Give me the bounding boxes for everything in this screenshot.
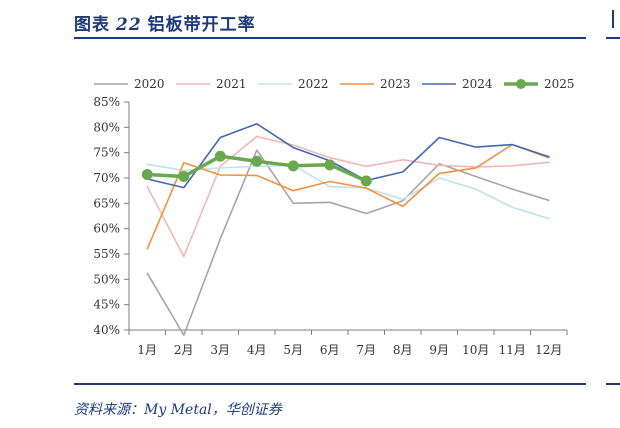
x-tick-label: 2月 (174, 343, 194, 357)
series-layer (141, 123, 550, 336)
x-tick-label: 4月 (247, 343, 267, 357)
x-tick-label: 1月 (137, 343, 157, 357)
data-point-2025 (360, 175, 372, 187)
y-tick-label: 85% (93, 95, 120, 109)
x-tick-label: 10月 (462, 343, 489, 357)
data-point-2025 (251, 155, 263, 167)
legend-item-2020: 2020 (94, 77, 165, 91)
data-point-2025 (324, 159, 336, 171)
figure-number: 22 (116, 15, 142, 35)
x-tick-label: 6月 (320, 343, 340, 357)
y-tick-label: 75% (93, 146, 120, 160)
series-line-2020 (146, 149, 550, 336)
data-point-2025 (214, 150, 226, 162)
data-point-2025 (287, 160, 299, 172)
figure-header: 图表 22 铝板带开工率 (74, 6, 586, 36)
x-tick-label: 7月 (356, 343, 376, 357)
series-line-2023 (146, 143, 550, 250)
legend-label: 2023 (380, 77, 411, 91)
x-tick-label: 8月 (393, 343, 413, 357)
legend-label: 2024 (462, 77, 493, 91)
data-point-2025 (178, 170, 190, 182)
y-tick-label: 40% (93, 323, 120, 337)
y-tick-label: 45% (93, 298, 120, 312)
next-figure-rule-top (606, 37, 620, 39)
figure-label: 图表 (74, 15, 110, 35)
x-tick-label: 9月 (429, 343, 449, 357)
series-2020 (146, 149, 550, 336)
y-tick-label: 50% (93, 272, 120, 286)
next-figure-edge (612, 10, 620, 28)
legend-item-2024: 2024 (422, 77, 493, 91)
legend-item-2023: 2023 (340, 77, 411, 91)
x-tick-label: 11月 (499, 343, 526, 357)
y-tick-label: 60% (93, 222, 120, 236)
x-tick-label: 3月 (210, 343, 230, 357)
y-tick-label: 80% (93, 120, 120, 134)
legend-item-2022: 2022 (258, 77, 329, 91)
series-line-2021 (146, 135, 550, 258)
series-line-2022 (146, 163, 550, 220)
legend-label: 2021 (216, 77, 247, 91)
figure-title-text: 铝板带开工率 (147, 15, 256, 35)
figure-title: 图表 22 铝板带开工率 (74, 10, 256, 35)
series-line-2024 (146, 123, 550, 189)
series-2023 (146, 143, 550, 250)
y-tick-label: 70% (93, 171, 120, 185)
next-figure-rule-bottom (606, 383, 620, 385)
legend-label: 2022 (298, 77, 329, 91)
data-point-2025 (141, 168, 153, 180)
footer-rule (74, 383, 586, 385)
y-tick-label: 55% (93, 247, 120, 261)
legend: 2020 2021 2022 2023 2024 2025 (94, 77, 575, 91)
source-note: 资料来源：My Metal，华创证券 (74, 402, 282, 418)
legend-marker (516, 79, 526, 89)
series-2024 (146, 123, 550, 189)
y-axis: 40% 45% 50% 55% 60% 65% 70% 75% 80% 85% (93, 95, 130, 337)
legend-item-2021: 2021 (176, 77, 247, 91)
legend-label: 2025 (544, 77, 575, 91)
x-tick-label: 5月 (283, 343, 303, 357)
legend-label: 2020 (134, 77, 165, 91)
x-axis: 1月 2月 3月 4月 5月 6月 7月 8月 9月 10月 11月 12月 (128, 329, 568, 357)
series-2025 (141, 150, 372, 187)
series-2021 (146, 135, 550, 258)
series-2022 (146, 163, 550, 220)
header-rule (74, 37, 586, 39)
legend-item-2025: 2025 (504, 77, 575, 91)
y-tick-label: 65% (93, 196, 120, 210)
x-tick-label: 12月 (535, 343, 562, 357)
